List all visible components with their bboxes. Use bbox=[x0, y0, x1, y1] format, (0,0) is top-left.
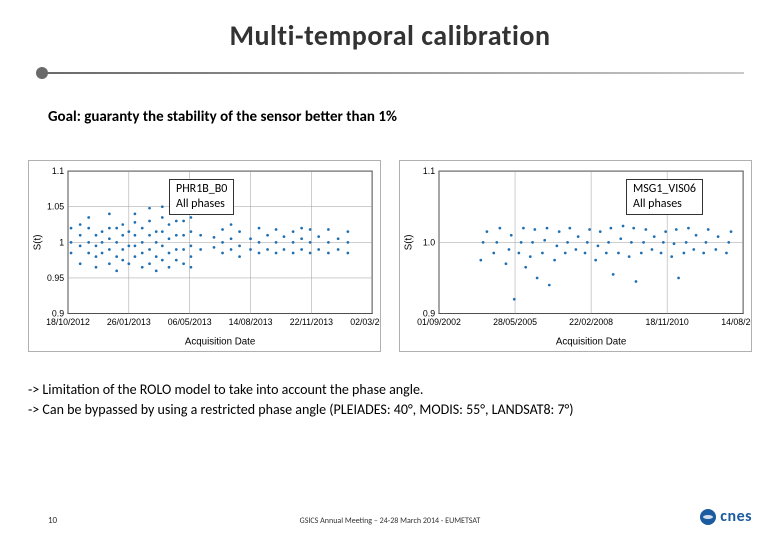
svg-text:0.95: 0.95 bbox=[47, 273, 64, 283]
svg-text:1.1: 1.1 bbox=[423, 166, 435, 176]
page-number: 10 bbox=[48, 515, 57, 526]
svg-text:S(t): S(t) bbox=[33, 234, 44, 250]
svg-text:02/03/2014: 02/03/2014 bbox=[350, 317, 380, 327]
svg-text:1.05: 1.05 bbox=[47, 202, 64, 212]
footer: 10 GSICS Annual Meeting – 24-28 March 20… bbox=[0, 498, 780, 526]
charts-row: 0.90.9511.051.118/10/201226/01/201306/05… bbox=[28, 160, 752, 352]
svg-text:S(t): S(t) bbox=[404, 234, 415, 250]
goal-text: Goal: guaranty the stability of the sens… bbox=[48, 108, 397, 126]
chart-left-box: 0.90.9511.051.118/10/201226/01/201306/05… bbox=[28, 160, 381, 352]
page-title: Multi-temporal calibration bbox=[230, 18, 551, 53]
cnes-logo: cnes bbox=[700, 507, 752, 526]
title-row: Multi-temporal calibration bbox=[0, 18, 780, 53]
body-line-1: -> Limitation of the ROLO model to take … bbox=[28, 380, 752, 400]
divider-line bbox=[46, 72, 744, 74]
body-text: -> Limitation of the ROLO model to take … bbox=[28, 380, 752, 421]
svg-text:Acquisition Date: Acquisition Date bbox=[185, 337, 255, 348]
slide: Multi-temporal calibration Goal: guarant… bbox=[0, 0, 780, 540]
svg-text:26/01/2013: 26/01/2013 bbox=[107, 317, 151, 327]
svg-text:14/08/2013: 14/08/2013 bbox=[229, 317, 273, 327]
svg-text:18/10/2012: 18/10/2012 bbox=[46, 317, 90, 327]
svg-text:22/11/2013: 22/11/2013 bbox=[290, 317, 333, 327]
svg-text:1.1: 1.1 bbox=[52, 166, 64, 176]
chart-right-box: 0.91.01.101/09/200228/05/200522/02/20081… bbox=[399, 160, 752, 352]
footer-text: GSICS Annual Meeting – 24-28 March 2014 … bbox=[300, 516, 481, 526]
svg-text:14/08/2013: 14/08/2013 bbox=[721, 317, 751, 327]
chart-left-label: PHR1B_B0 All phases bbox=[169, 179, 234, 215]
svg-text:28/05/2005: 28/05/2005 bbox=[493, 317, 537, 327]
svg-text:1.0: 1.0 bbox=[423, 237, 435, 247]
svg-text:Acquisition Date: Acquisition Date bbox=[556, 337, 626, 348]
body-line-2: -> Can be bypassed by using a restricted… bbox=[28, 400, 752, 420]
svg-text:22/02/2008: 22/02/2008 bbox=[569, 317, 613, 327]
chart-right-label: MSG1_VIS06 All phases bbox=[626, 179, 703, 215]
cnes-logo-icon bbox=[700, 509, 716, 525]
svg-text:1: 1 bbox=[59, 237, 64, 247]
cnes-logo-text: cnes bbox=[720, 507, 752, 526]
svg-text:01/09/2002: 01/09/2002 bbox=[417, 317, 461, 327]
title-divider bbox=[36, 66, 744, 80]
svg-text:06/05/2013: 06/05/2013 bbox=[168, 317, 212, 327]
svg-text:18/11/2010: 18/11/2010 bbox=[646, 317, 689, 327]
